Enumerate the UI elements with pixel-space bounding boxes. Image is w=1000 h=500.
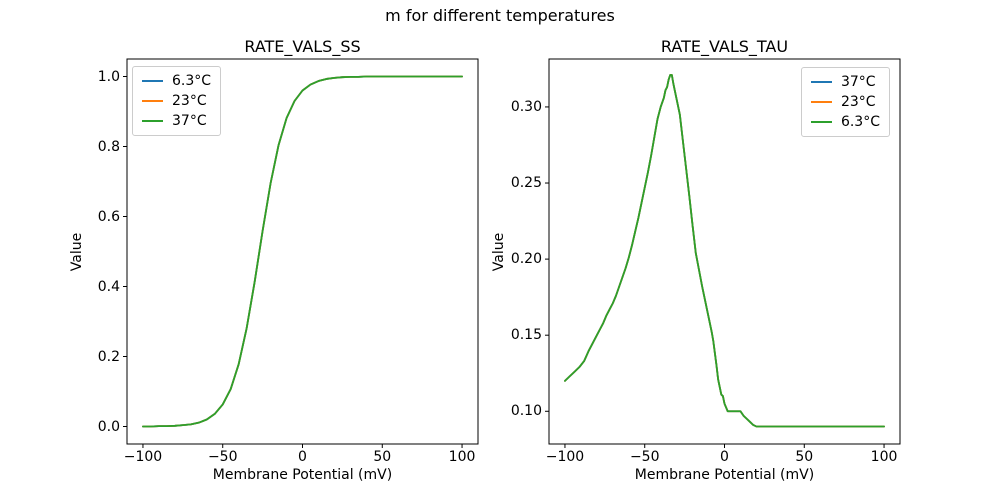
y-tick-label: 0.25 [510, 175, 542, 192]
series-line-37°C [142, 75, 463, 428]
legend-line-sample [810, 101, 832, 103]
legend-label: 6.3°C [172, 73, 212, 89]
legend-line-sample [810, 81, 832, 83]
x-tick-label: 50 [373, 449, 392, 465]
series-line-6.3°C [564, 74, 885, 428]
legend-line-sample [810, 121, 832, 123]
x-tick-label: 50 [795, 449, 814, 465]
legend-label: 23°C [840, 94, 876, 110]
legend-line-sample [142, 120, 163, 122]
y-tick-label: 0.20 [510, 251, 542, 268]
y-tick-label: 0.15 [510, 327, 542, 344]
y-tick-label: 0.4 [97, 278, 120, 295]
x-tick-label: −100 [545, 449, 585, 465]
subplot-tau-xlabel: Membrane Potential (mV) [634, 467, 815, 483]
x-tick-label: −50 [207, 449, 238, 465]
y-tick-label: 0.10 [510, 403, 542, 420]
y-tick-label: 0.0 [97, 418, 120, 435]
x-tick-label: −50 [629, 449, 660, 465]
x-tick-label: 100 [448, 449, 476, 465]
legend-entry: 37°C [142, 111, 211, 131]
x-tick-label: −100 [123, 449, 163, 465]
subplot-ss-ylabel: Value [69, 232, 85, 272]
legend-entry: 6.3°C [142, 71, 211, 91]
y-tick-label: 0.30 [510, 98, 542, 115]
x-tick-label: 0 [298, 449, 307, 465]
subplot-ss-title: RATE_VALS_SS [244, 37, 361, 56]
legend-label: 23°C [172, 93, 207, 109]
legend-entry: 23°C [810, 92, 880, 112]
subplot-ss-legend: 6.3°C 23°C 37°C [132, 66, 222, 136]
subplot-tau-title: RATE_VALS_TAU [660, 37, 789, 56]
subplot-tau-legend: 37°C 23°C 6.3°C [800, 67, 890, 137]
figure-title: m for different temperatures [385, 6, 615, 25]
legend-label: 37°C [840, 74, 876, 90]
y-tick-label: 0.8 [97, 138, 120, 155]
legend-entry: 23°C [142, 91, 211, 111]
legend-line-sample [142, 80, 163, 82]
legend-label: 6.3°C [840, 114, 880, 130]
y-tick-label: 1.0 [97, 68, 120, 85]
y-tick-label: 0.2 [97, 348, 120, 365]
legend-line-sample [142, 100, 163, 102]
x-tick-label: 100 [870, 449, 898, 465]
legend-entry: 37°C [810, 72, 880, 92]
legend-label: 37°C [172, 113, 207, 129]
legend-entry: 6.3°C [810, 112, 880, 132]
subplot-ss-xlabel: Membrane Potential (mV) [212, 467, 393, 483]
x-tick-label: 0 [720, 449, 729, 465]
y-tick-label: 0.6 [97, 208, 120, 225]
